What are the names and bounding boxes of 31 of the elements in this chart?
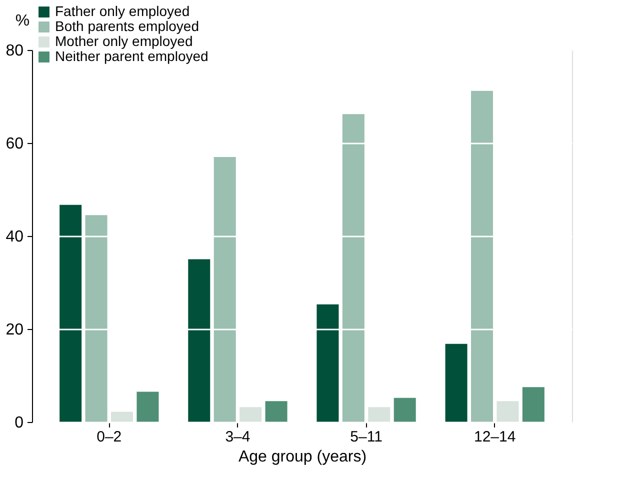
legend-label: Father only employed: [55, 3, 190, 19]
x-tick-label: 3–4: [225, 428, 250, 446]
bar: [471, 90, 493, 422]
bar: [342, 114, 364, 422]
bar: [394, 398, 416, 422]
y-tick-label: 40: [6, 228, 24, 246]
bar: [85, 215, 108, 422]
y-tick-label: 0: [14, 414, 24, 432]
bar: [316, 304, 339, 422]
legend-label: Mother only employed: [55, 33, 193, 49]
bar: [214, 156, 236, 422]
y-tick-label: 80: [6, 42, 24, 60]
x-tick-label: 12–14: [474, 428, 516, 446]
y-tick-label: 20: [6, 322, 24, 338]
legend-label: Both parents employed: [55, 18, 199, 34]
bar: [496, 401, 519, 422]
y-axis-title: %: [15, 12, 30, 30]
y-tick-label: 60: [6, 136, 24, 152]
bar: [240, 407, 262, 422]
bar: [522, 387, 544, 422]
bar: [265, 401, 288, 422]
x-tick-label: 0–2: [96, 428, 122, 446]
x-tick-label: 5–11: [350, 428, 382, 446]
bar: [368, 407, 390, 422]
legend-label: Neither parent employed: [55, 48, 208, 64]
x-axis-title: Age group (years): [238, 448, 367, 466]
bar: [111, 412, 133, 422]
bar: [60, 204, 82, 422]
bar: [445, 344, 468, 422]
bar: [188, 259, 210, 422]
bar: [136, 392, 159, 422]
